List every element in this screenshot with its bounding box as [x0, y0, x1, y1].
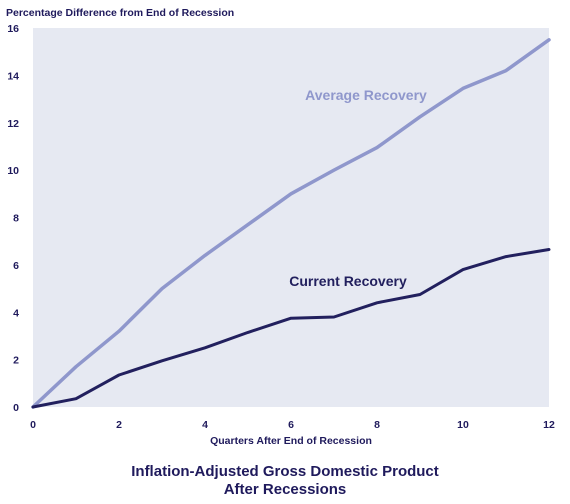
- y-tick-label: 10: [7, 165, 19, 177]
- chart-title: Inflation-Adjusted Gross Domestic Produc…: [131, 463, 439, 480]
- series-line-current-recovery: [31, 248, 551, 409]
- x-tick-label: 10: [457, 419, 469, 431]
- y-tick-label: 14: [7, 70, 19, 82]
- chart-subtitle: After Recessions: [223, 481, 347, 498]
- x-axis-ticks: 0 2 4 6 8 10 12: [30, 419, 555, 431]
- y-tick-label: 0: [13, 402, 19, 414]
- series-label-average-recovery: Average Recovery: [305, 87, 427, 103]
- series-label-current-recovery: Current Recovery: [289, 273, 407, 289]
- y-tick-label: 6: [13, 260, 19, 272]
- x-tick-label: 4: [202, 419, 208, 431]
- y-tick-label: 16: [7, 23, 19, 35]
- x-tick-label: 2: [116, 419, 122, 431]
- y-tick-label: 12: [7, 118, 19, 130]
- x-tick-label: 12: [543, 419, 555, 431]
- series-lines: [31, 38, 551, 409]
- line-chart: Percentage Difference from End of Recess…: [6, 7, 555, 447]
- y-tick-label: 2: [13, 355, 19, 367]
- x-tick-label: 6: [288, 419, 294, 431]
- y-axis-label: Percentage Difference from End of Recess…: [6, 7, 234, 19]
- series-line-average-recovery: [31, 38, 551, 409]
- series-labels: Average Recovery Current Recovery: [289, 87, 427, 289]
- y-tick-label: 8: [13, 213, 19, 225]
- plot-area: [33, 28, 549, 407]
- y-axis-ticks: 0 2 4 6 8 10 12 14 16: [7, 23, 19, 414]
- y-tick-label: 4: [13, 307, 19, 319]
- x-tick-label: 0: [30, 419, 36, 431]
- x-axis-label: Quarters After End of Recession: [210, 435, 372, 447]
- x-tick-label: 8: [374, 419, 380, 431]
